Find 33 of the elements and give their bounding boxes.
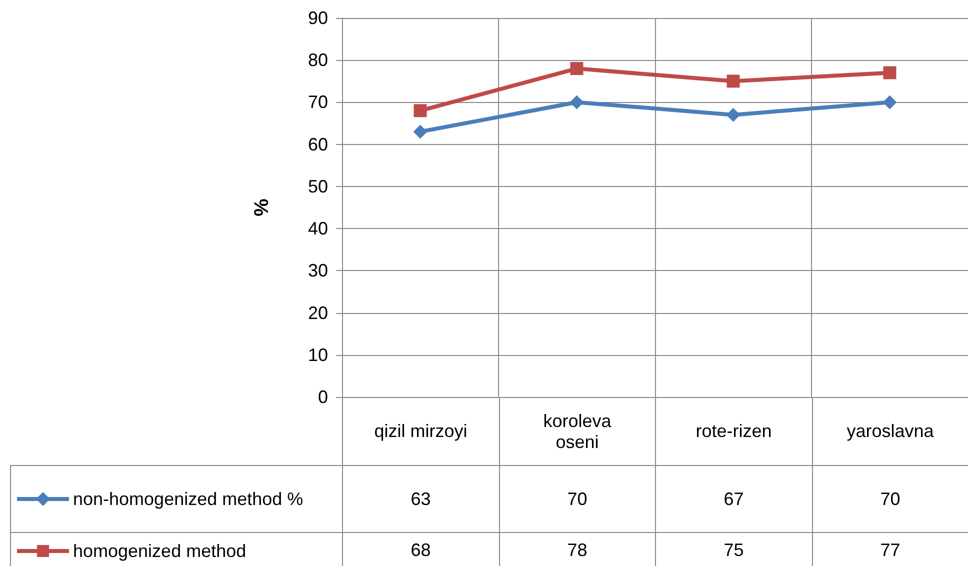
data-label: 77 — [812, 532, 968, 566]
point — [726, 74, 740, 88]
y-tick-label: 40 — [308, 218, 328, 239]
y-tick-label: 90 — [308, 8, 328, 28]
y-tick-label: 80 — [308, 50, 328, 70]
legend-label: homogenized method — [73, 540, 248, 563]
y-tick-label: 20 — [308, 302, 328, 323]
legend-label: non-homogenized method % — [73, 488, 304, 511]
point — [882, 95, 897, 110]
x-tick-label: yaroslavna — [812, 398, 968, 466]
y-axis-title: % — [251, 198, 273, 216]
data-label: 68 — [342, 532, 499, 566]
y-tick-label: 70 — [308, 92, 328, 112]
y-tick-label: 60 — [308, 134, 328, 154]
point — [570, 95, 584, 110]
y-tick-label: 0 — [318, 387, 328, 407]
data-label: 70 — [499, 466, 656, 532]
y-tick-label: 30 — [308, 260, 328, 281]
x-tick-label: qizil mirzoyi — [342, 398, 499, 466]
point — [413, 124, 428, 139]
point — [883, 66, 896, 80]
x-tick-label: rote-rizen — [656, 398, 812, 466]
point — [570, 62, 584, 76]
x-tick-label: koroleva oseni — [499, 398, 656, 466]
data-label: 63 — [342, 466, 499, 532]
data-label: 70 — [812, 466, 968, 532]
data-label: 75 — [656, 532, 812, 566]
y-tick-label: 50 — [308, 176, 328, 196]
data-label: 67 — [656, 466, 812, 532]
point — [726, 108, 740, 122]
point — [414, 104, 427, 118]
y-tick-label: 10 — [308, 344, 328, 365]
data-label: 78 — [499, 532, 656, 566]
